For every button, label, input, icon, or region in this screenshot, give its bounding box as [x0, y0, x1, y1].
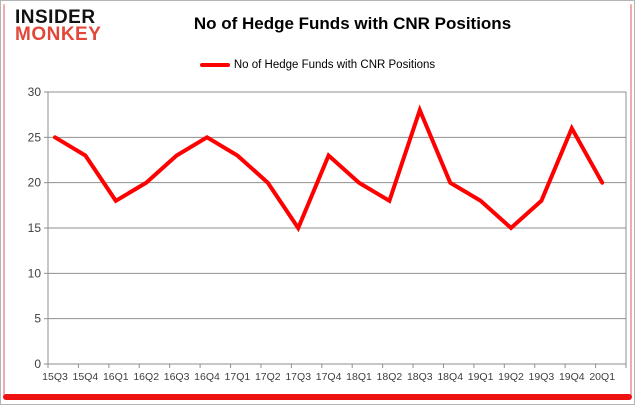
y-tick-label: 5 — [34, 312, 41, 326]
y-tick-label: 10 — [28, 266, 42, 280]
x-tick-label: 16Q2 — [133, 371, 159, 383]
x-tick-label: 15Q3 — [42, 371, 68, 383]
y-tick-label: 15 — [28, 221, 42, 235]
legend: No of Hedge Funds with CNR Positions — [1, 59, 634, 71]
x-tick-label: 18Q2 — [377, 371, 403, 383]
y-tick-label: 25 — [28, 130, 42, 144]
x-tick-label: 18Q1 — [346, 371, 372, 383]
y-tick-label: 0 — [34, 357, 41, 371]
x-tick-label: 17Q2 — [255, 371, 281, 383]
y-tick-label: 30 — [28, 85, 42, 99]
x-tick-label: 18Q3 — [407, 371, 433, 383]
y-tick-label: 20 — [28, 176, 42, 190]
insider-monkey-logo: INSIDER MONKEY — [15, 7, 102, 45]
page-title: No of Hedge Funds with CNR Positions — [193, 14, 512, 33]
x-tick-label: 16Q1 — [103, 371, 129, 383]
x-tick-label: 15Q4 — [73, 371, 99, 383]
x-tick-label: 20Q1 — [589, 371, 615, 383]
series-line — [53, 104, 605, 233]
x-tick-label: 18Q4 — [437, 371, 463, 383]
x-tick-label: 17Q3 — [285, 371, 311, 383]
x-tick-label: 19Q3 — [529, 371, 555, 383]
x-tick-label: 19Q1 — [468, 371, 494, 383]
legend-label: No of Hedge Funds with CNR Positions — [233, 59, 436, 71]
x-tick-label: 19Q2 — [498, 371, 524, 383]
x-tick-label: 16Q3 — [164, 371, 190, 383]
series-line-swatch — [199, 63, 230, 67]
logo-line-monkey: MONKEY — [15, 24, 102, 45]
x-tick-label: 16Q4 — [194, 371, 220, 383]
x-tick-label: 17Q4 — [316, 371, 342, 383]
bottom-accent-bar — [3, 394, 632, 400]
right-frame-accent — [630, 4, 632, 396]
logo-line-insider: INSIDER — [15, 7, 96, 28]
x-tick-label: 19Q4 — [559, 371, 585, 383]
left-frame-accent — [3, 4, 5, 396]
x-tick-label: 17Q1 — [225, 371, 251, 383]
